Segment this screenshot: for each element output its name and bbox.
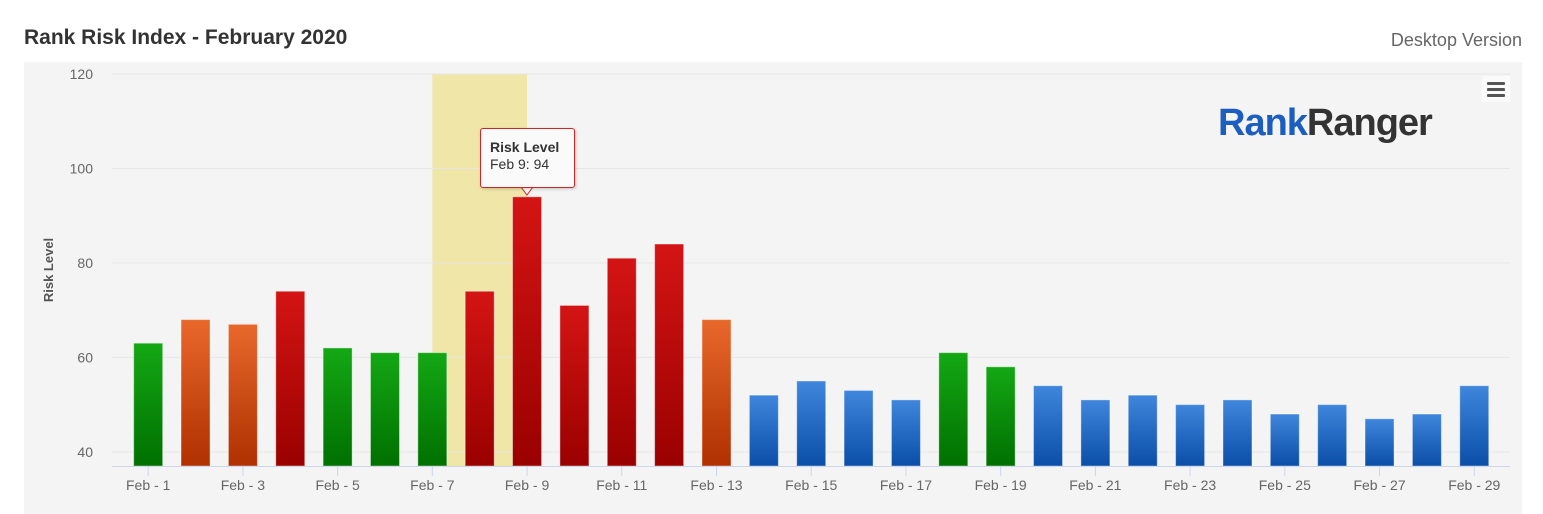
bar-Feb-23 (1175, 404, 1206, 467)
tooltip-title: Risk Level (490, 139, 560, 155)
x-tick-label: Feb - 19 (975, 477, 1027, 493)
x-tick-label: Feb - 15 (785, 477, 837, 493)
bar-Feb-9 (512, 196, 543, 467)
x-tick-label: Feb - 7 (410, 477, 455, 493)
x-tick-label: Feb - 9 (505, 477, 550, 493)
bar-Feb-3 (227, 323, 258, 467)
x-tick-label: Feb - 1 (126, 477, 171, 493)
bar-Feb-1 (133, 342, 164, 467)
y-tick-label: 60 (77, 349, 93, 365)
bar-Feb-26 (1317, 404, 1348, 467)
bar-Feb-29 (1459, 385, 1490, 467)
y-tick-label: 80 (77, 255, 93, 271)
x-tick-label: Feb - 11 (596, 477, 647, 493)
x-tick-label: Feb - 25 (1259, 477, 1311, 493)
bar-Feb-11 (606, 257, 637, 467)
bar-Feb-24 (1222, 399, 1253, 467)
y-tick-label: 120 (70, 66, 94, 82)
x-tick-label: Feb - 13 (690, 477, 742, 493)
tooltip-text: Feb 9: 94 (490, 156, 550, 172)
bar-Feb-18 (938, 352, 969, 467)
bar-Feb-19 (985, 366, 1016, 467)
rankranger-logo: RankRanger (1218, 102, 1433, 144)
x-tick-label: Feb - 21 (1069, 477, 1121, 493)
bar-Feb-20 (1033, 385, 1064, 467)
bar-Feb-21 (1080, 399, 1111, 467)
x-tick-label: Feb - 27 (1353, 477, 1405, 493)
chart-menu-button[interactable] (1482, 76, 1510, 102)
bar-Feb-2 (180, 319, 211, 467)
x-tick-label: Feb - 3 (221, 477, 266, 493)
version-label: Desktop Version (1390, 30, 1522, 50)
x-tick-label: Feb - 5 (315, 477, 360, 493)
bar-Feb-28 (1411, 413, 1442, 467)
x-tick-label: Feb - 17 (880, 477, 932, 493)
bar-Feb-14 (748, 394, 779, 467)
bar-Feb-16 (843, 389, 874, 467)
tooltip: Risk Level Feb 9: 94 (480, 128, 575, 188)
y-tick-label: 100 (70, 160, 94, 176)
y-axis-label: Risk Level (41, 238, 56, 302)
bar-Feb-15 (796, 380, 827, 467)
bar-Feb-12 (654, 243, 685, 467)
bar-Feb-22 (1127, 394, 1158, 467)
x-tick-label: Feb - 23 (1164, 477, 1216, 493)
bar-Feb-10 (559, 304, 590, 467)
bar-Feb-5 (322, 347, 353, 467)
bar-Feb-6 (369, 352, 400, 467)
x-tick-label: Feb - 29 (1448, 477, 1500, 493)
chart-title: Rank Risk Index - February 2020 (24, 26, 348, 49)
bar-Feb-8 (464, 290, 495, 467)
y-tick-label: 40 (77, 444, 93, 460)
bar-Feb-25 (1269, 413, 1300, 467)
bar-Feb-17 (890, 399, 921, 467)
bar-Feb-27 (1364, 418, 1395, 467)
tooltip-pointer (520, 186, 534, 196)
bar-Feb-4 (275, 290, 306, 467)
bar-Feb-13 (701, 319, 732, 467)
bar-Feb-7 (417, 352, 448, 467)
